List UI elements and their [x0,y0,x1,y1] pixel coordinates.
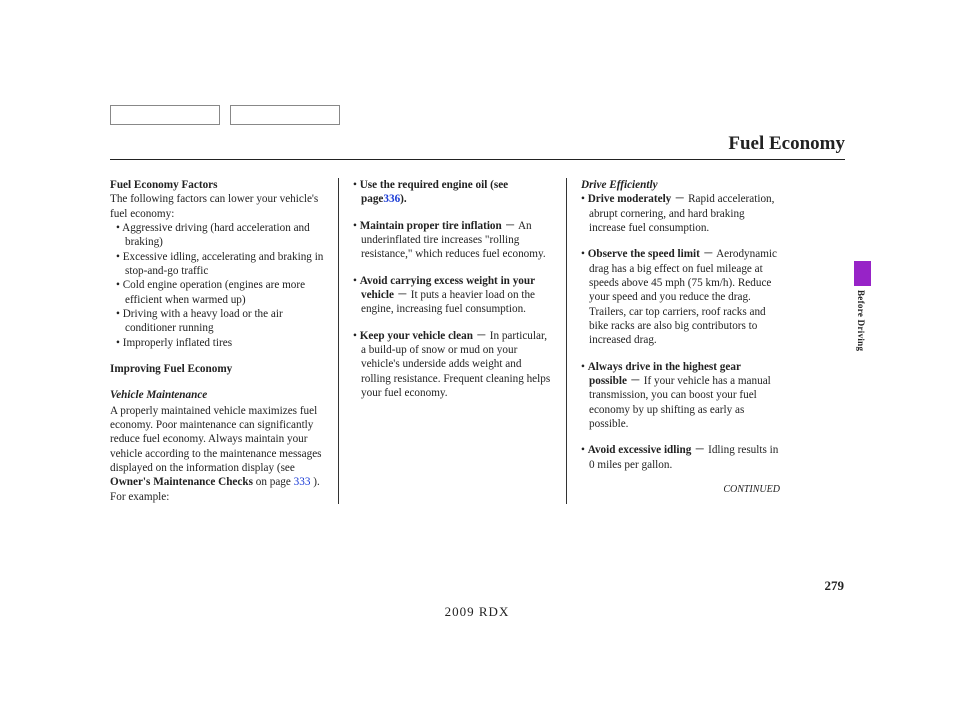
vehicle-maintenance-heading: Vehicle Maintenance [110,388,324,402]
header-box-2 [230,105,340,125]
dash-sep: － [505,220,516,232]
vehicle-maintenance-body: A properly maintained vehicle maximizes … [110,404,324,504]
factor-item: Aggressive driving (hard acceleration an… [116,221,324,250]
factor-item: Improperly inflated tires [116,336,324,350]
factors-intro: The following factors can lower your veh… [110,192,324,221]
page-link-336[interactable]: 336 [383,193,400,205]
improve-heading: Improving Fuel Economy [110,362,324,376]
tip-item: Avoid carrying excess weight in your veh… [353,274,552,317]
drive-tip-item: Drive moderately － Rapid acceleration, a… [581,192,780,235]
dash-sep: － [397,289,408,301]
tip-item: Use the required engine oil (see page336… [353,178,552,207]
section-tab-label: Before Driving [856,290,866,351]
drive-tip-item: Always drive in the highest gear possibl… [581,360,780,432]
drive-tip-item: Observe the speed limit － Aerodynamic dr… [581,247,780,347]
factor-item: Cold engine operation (engines are more … [116,278,324,307]
tip-lead: Drive moderately [588,193,672,205]
header-box-1 [110,105,220,125]
drive-efficiently-heading: Drive Efficiently [581,178,780,192]
tip-item: Keep your vehicle clean － In particular,… [353,329,552,401]
content-columns: Fuel Economy Factors The following facto… [110,178,845,504]
section-tab-bar [854,261,871,286]
tip-item: Maintain proper tire inflation － An unde… [353,219,552,262]
tip-lead: Use the required engine oil (see page [360,179,508,205]
dash-sep: － [674,193,685,205]
page-title: Fuel Economy [728,133,845,155]
page-header: Fuel Economy [110,133,845,160]
section-tab: Before Driving [854,261,871,351]
page-number: 279 [744,578,844,594]
continued-marker: CONTINUED [581,484,780,497]
factors-list: Aggressive driving (hard acceleration an… [110,221,324,350]
vm-onpage: on page [253,476,294,488]
factors-heading: Fuel Economy Factors [110,178,324,192]
column-1: Fuel Economy Factors The following facto… [110,178,338,504]
factor-item: Driving with a heavy load or the air con… [116,307,324,336]
vm-text-1: A properly maintained vehicle maximizes … [110,405,322,474]
footer-model: 2009 RDX [0,604,954,620]
tip-lead: Observe the speed limit [588,248,700,260]
column-2: Use the required engine oil (see page336… [338,178,566,504]
drive-tips-list: Drive moderately － Rapid acceleration, a… [581,192,780,472]
dash-sep: － [630,375,641,387]
column-3: Drive Efficiently Drive moderately － Rap… [566,178,794,504]
tip-lead: Maintain proper tire inflation [360,220,502,232]
dash-sep: － [703,248,714,260]
drive-tip-item: Avoid excessive idling － Idling results … [581,443,780,472]
tip-close: ). [400,193,407,205]
factor-item: Excessive idling, accelerating and braki… [116,250,324,279]
tip-body: Aerodynamic drag has a big effect on fue… [589,248,777,346]
tip-lead: Avoid excessive idling [588,444,692,456]
dash-sep: － [476,330,487,342]
owners-checks-ref: Owner's Maintenance Checks [110,476,253,488]
maintenance-tips-list: Use the required engine oil (see page336… [353,178,552,400]
empty-header-boxes [110,105,845,125]
tip-lead: Keep your vehicle clean [360,330,473,342]
page-link-333[interactable]: 333 [294,476,311,488]
dash-sep: － [694,444,705,456]
